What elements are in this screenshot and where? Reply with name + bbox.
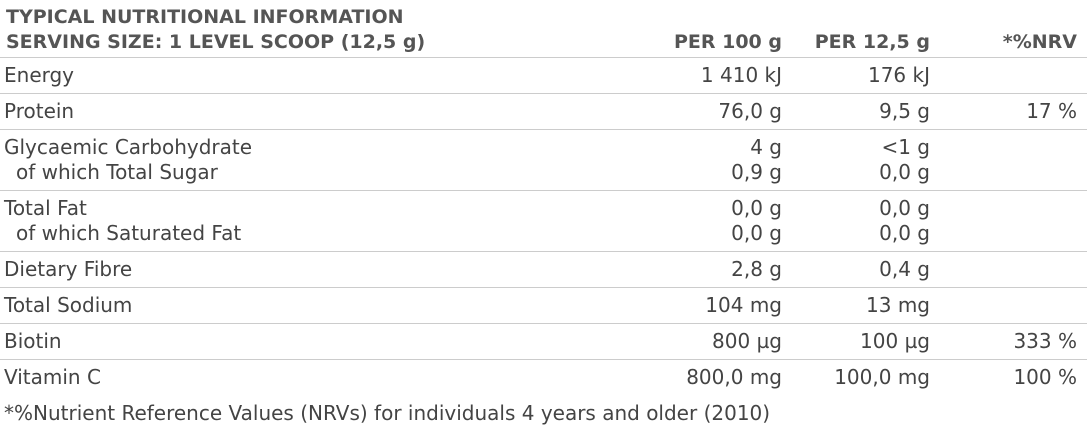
row-value: 76,0 g	[718, 99, 782, 123]
row-value: 0,9 g	[731, 160, 782, 184]
row-divider	[0, 57, 1087, 58]
row-divider	[0, 251, 1087, 252]
row-value: 0,0 g	[879, 221, 930, 245]
row-value: 0,0 g	[879, 196, 930, 220]
column-header: PER 100 g	[673, 31, 782, 53]
row-value: 17 %	[1026, 99, 1077, 123]
row-value: 1 410 kJ	[700, 63, 782, 87]
row-value: <1 g	[881, 135, 930, 159]
row-label: Protein	[4, 99, 75, 123]
row-value: 0,0 g	[731, 196, 782, 220]
table-title: TYPICAL NUTRITIONAL INFORMATION	[6, 6, 404, 28]
column-header: *%NRV	[1002, 31, 1077, 53]
row-value: 104 mg	[705, 293, 782, 317]
row-divider	[0, 323, 1087, 324]
row-divider	[0, 129, 1087, 130]
row-value: 176 kJ	[867, 63, 930, 87]
column-header: PER 12,5 g	[814, 31, 930, 53]
row-label: Total Fat	[4, 196, 87, 220]
row-label: Dietary Fibre	[4, 257, 133, 281]
row-value: 100,0 mg	[834, 365, 930, 389]
row-value: 333 %	[1013, 329, 1077, 353]
row-value: 4 g	[750, 135, 782, 159]
serving-size: SERVING SIZE: 1 LEVEL SCOOP (12,5 g)	[6, 31, 426, 53]
row-divider	[0, 287, 1087, 288]
row-divider	[0, 190, 1087, 191]
row-value: 13 mg	[866, 293, 930, 317]
row-label: Vitamin C	[4, 365, 101, 389]
sub-row-label: of which Total Sugar	[16, 160, 218, 184]
row-divider	[0, 93, 1087, 94]
row-value: 100 %	[1013, 365, 1077, 389]
row-value: 100 µg	[860, 329, 930, 353]
row-value: 800 µg	[712, 329, 782, 353]
row-value: 9,5 g	[879, 99, 930, 123]
row-value: 0,4 g	[879, 257, 930, 281]
sub-row-label: of which Saturated Fat	[16, 221, 242, 245]
row-value: 0,0 g	[731, 221, 782, 245]
row-label: Energy	[4, 63, 75, 87]
row-value: 2,8 g	[731, 257, 782, 281]
row-divider	[0, 359, 1087, 360]
row-label: Biotin	[4, 329, 62, 353]
row-label: Glycaemic Carbohydrate	[4, 135, 253, 159]
row-value: 0,0 g	[879, 160, 930, 184]
footnote: *%Nutrient Reference Values (NRVs) for i…	[4, 401, 771, 425]
row-label: Total Sodium	[4, 293, 133, 317]
row-value: 800,0 mg	[686, 365, 782, 389]
